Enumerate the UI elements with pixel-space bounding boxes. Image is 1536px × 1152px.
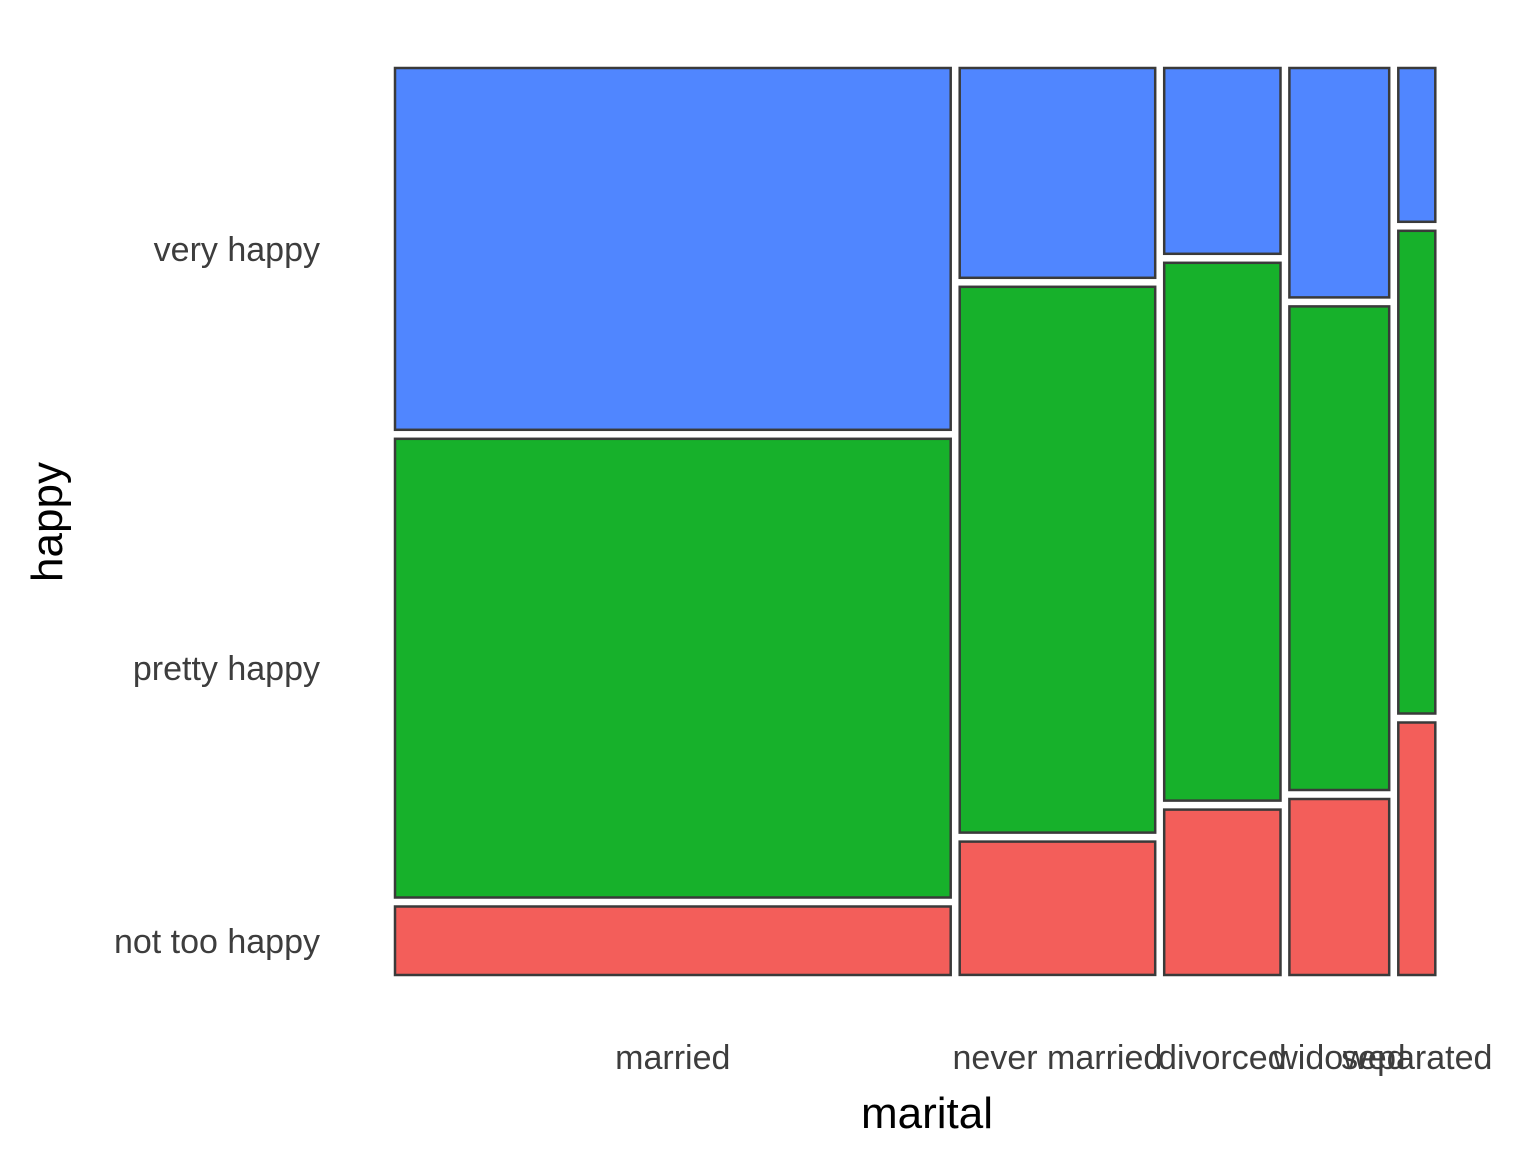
- tile-separated-pretty-happy: [1397, 229, 1437, 715]
- tile-widowed-very-happy: [1288, 66, 1391, 299]
- tile-divorced-not-too-happy: [1162, 808, 1282, 977]
- y-axis-title: happy: [23, 462, 72, 582]
- y-tick-labels: very happy pretty happy not too happy: [114, 231, 320, 961]
- tile-never-married-very-happy: [958, 66, 1157, 280]
- x-tick-labels: married never marrieddivorcedwidowedsepar…: [615, 1039, 1492, 1077]
- x-tick-label-never-married: never married: [953, 1039, 1163, 1077]
- tile-divorced-very-happy: [1162, 66, 1282, 256]
- tile-married-very-happy: [393, 66, 952, 432]
- y-tick-label-not-too-happy: not too happy: [114, 923, 320, 961]
- tile-divorced-pretty-happy: [1162, 261, 1282, 802]
- tile-widowed-pretty-happy: [1288, 305, 1391, 792]
- y-tick-label-very-happy: very happy: [154, 231, 320, 269]
- x-tick-label-divorced: divorced: [1158, 1039, 1287, 1077]
- tile-separated-not-too-happy: [1397, 721, 1437, 977]
- tile-separated-very-happy: [1397, 66, 1437, 224]
- x-tick-label-married: married: [615, 1039, 730, 1077]
- tile-never-married-pretty-happy: [958, 285, 1157, 834]
- x-axis-title: marital: [861, 1089, 993, 1138]
- tile-married-not-too-happy: [393, 905, 952, 977]
- y-tick-label-pretty-happy: pretty happy: [133, 650, 320, 688]
- tile-never-married-not-too-happy: [958, 840, 1157, 977]
- x-tick-label-separated: separated: [1341, 1039, 1492, 1077]
- tile-married-pretty-happy: [393, 437, 952, 899]
- tiles-layer: [393, 66, 1437, 977]
- tile-widowed-not-too-happy: [1288, 797, 1391, 977]
- x-tick-label-widowed: widowed: [1272, 1039, 1405, 1077]
